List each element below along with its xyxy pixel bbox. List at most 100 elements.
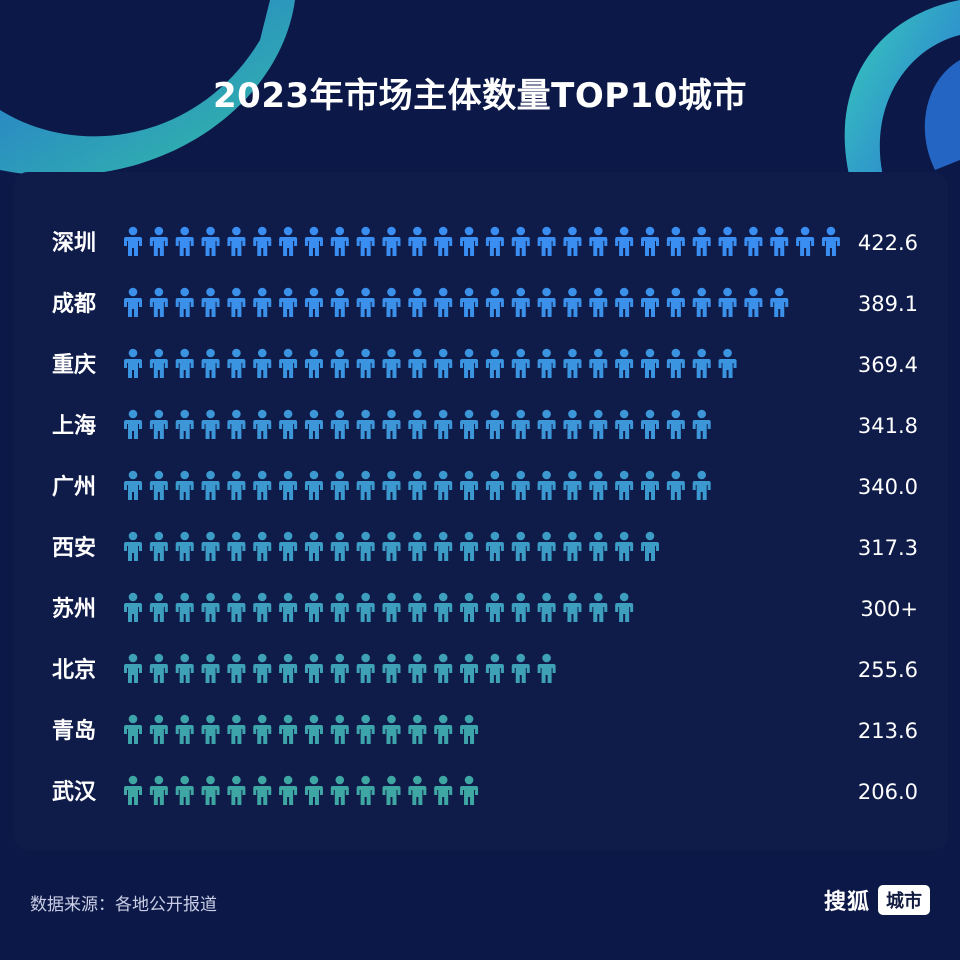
person-icon bbox=[227, 531, 246, 561]
person-icon bbox=[175, 531, 194, 561]
value-label: 255.6 bbox=[858, 658, 918, 682]
person-icon bbox=[382, 348, 401, 378]
person-icon bbox=[666, 226, 685, 256]
person-icon bbox=[537, 531, 556, 561]
person-icon bbox=[434, 470, 453, 500]
brand-logo: 搜狐 城市 bbox=[824, 884, 930, 916]
person-icon bbox=[511, 653, 530, 683]
person-icon bbox=[382, 226, 401, 256]
person-icon bbox=[615, 348, 634, 378]
person-icon bbox=[615, 592, 634, 622]
person-icon bbox=[460, 531, 479, 561]
person-icon bbox=[537, 592, 556, 622]
person-icon bbox=[279, 653, 298, 683]
person-icon bbox=[201, 714, 220, 744]
person-icon bbox=[537, 348, 556, 378]
person-icon bbox=[408, 287, 427, 317]
person-icon bbox=[330, 531, 349, 561]
person-icon bbox=[434, 592, 453, 622]
person-icon bbox=[330, 470, 349, 500]
person-icon bbox=[279, 226, 298, 256]
person-icon bbox=[460, 409, 479, 439]
person-icon bbox=[434, 409, 453, 439]
person-icon bbox=[124, 226, 142, 256]
value-label: 300+ bbox=[860, 597, 918, 621]
person-icon bbox=[227, 409, 246, 439]
person-icon bbox=[666, 348, 685, 378]
person-icon bbox=[149, 714, 168, 744]
decor-arc-left bbox=[0, 0, 295, 176]
person-icon bbox=[356, 714, 375, 744]
person-icon bbox=[330, 775, 349, 805]
person-icon bbox=[537, 287, 556, 317]
person-icon bbox=[485, 287, 504, 317]
person-icon bbox=[330, 226, 349, 256]
person-icon bbox=[589, 470, 608, 500]
person-icon bbox=[201, 653, 220, 683]
city-label: 重庆 bbox=[52, 352, 96, 378]
city-label: 青岛 bbox=[52, 718, 96, 744]
person-icon bbox=[304, 409, 323, 439]
person-icon bbox=[408, 592, 427, 622]
person-icon bbox=[253, 531, 272, 561]
person-icon bbox=[511, 287, 530, 317]
person-icon bbox=[201, 348, 220, 378]
person-icon bbox=[460, 653, 479, 683]
person-icon bbox=[149, 531, 168, 561]
value-label: 389.1 bbox=[858, 292, 918, 316]
person-icon bbox=[770, 287, 789, 317]
person-icon bbox=[408, 226, 427, 256]
person-icon bbox=[124, 714, 142, 744]
person-icon bbox=[718, 348, 737, 378]
person-icon bbox=[382, 531, 401, 561]
person-icon bbox=[382, 714, 401, 744]
person-icon bbox=[201, 531, 220, 561]
person-icon bbox=[485, 226, 504, 256]
person-icon bbox=[124, 287, 142, 317]
person-icon bbox=[563, 348, 582, 378]
person-icon bbox=[253, 470, 272, 500]
person-icon bbox=[692, 287, 711, 317]
data-source: 数据来源：各地公开报道 bbox=[30, 895, 217, 915]
person-icon bbox=[356, 470, 375, 500]
person-icon bbox=[537, 226, 556, 256]
person-icon bbox=[641, 531, 659, 561]
person-icon bbox=[589, 531, 608, 561]
person-icon bbox=[330, 653, 349, 683]
person-icon bbox=[356, 592, 375, 622]
person-icon bbox=[589, 226, 608, 256]
person-icon bbox=[770, 226, 789, 256]
person-icon bbox=[124, 531, 142, 561]
person-icon bbox=[382, 287, 401, 317]
person-icon bbox=[511, 531, 530, 561]
person-icon bbox=[382, 470, 401, 500]
person-icon bbox=[304, 348, 323, 378]
person-icon bbox=[279, 470, 298, 500]
person-icon bbox=[692, 470, 711, 500]
person-icon bbox=[149, 592, 168, 622]
person-icon bbox=[227, 653, 246, 683]
person-icon bbox=[279, 531, 298, 561]
person-icon bbox=[821, 226, 840, 256]
person-icon bbox=[537, 653, 556, 683]
person-icon bbox=[537, 409, 556, 439]
city-label: 西安 bbox=[52, 535, 96, 561]
person-icon bbox=[356, 775, 375, 805]
person-icon bbox=[460, 348, 479, 378]
person-icon bbox=[408, 348, 427, 378]
person-icon bbox=[718, 287, 737, 317]
person-icon bbox=[279, 409, 298, 439]
value-label: 206.0 bbox=[858, 780, 918, 804]
city-label: 苏州 bbox=[52, 596, 96, 622]
person-icon bbox=[615, 531, 634, 561]
person-icon bbox=[718, 226, 737, 256]
person-icon bbox=[382, 775, 401, 805]
person-icon bbox=[589, 348, 608, 378]
person-icon bbox=[434, 348, 453, 378]
person-icon bbox=[615, 226, 634, 256]
decor-arc-right bbox=[844, 0, 960, 210]
person-icon bbox=[253, 775, 272, 805]
value-label: 422.6 bbox=[858, 231, 918, 255]
person-icon bbox=[227, 592, 246, 622]
person-icon bbox=[149, 653, 168, 683]
